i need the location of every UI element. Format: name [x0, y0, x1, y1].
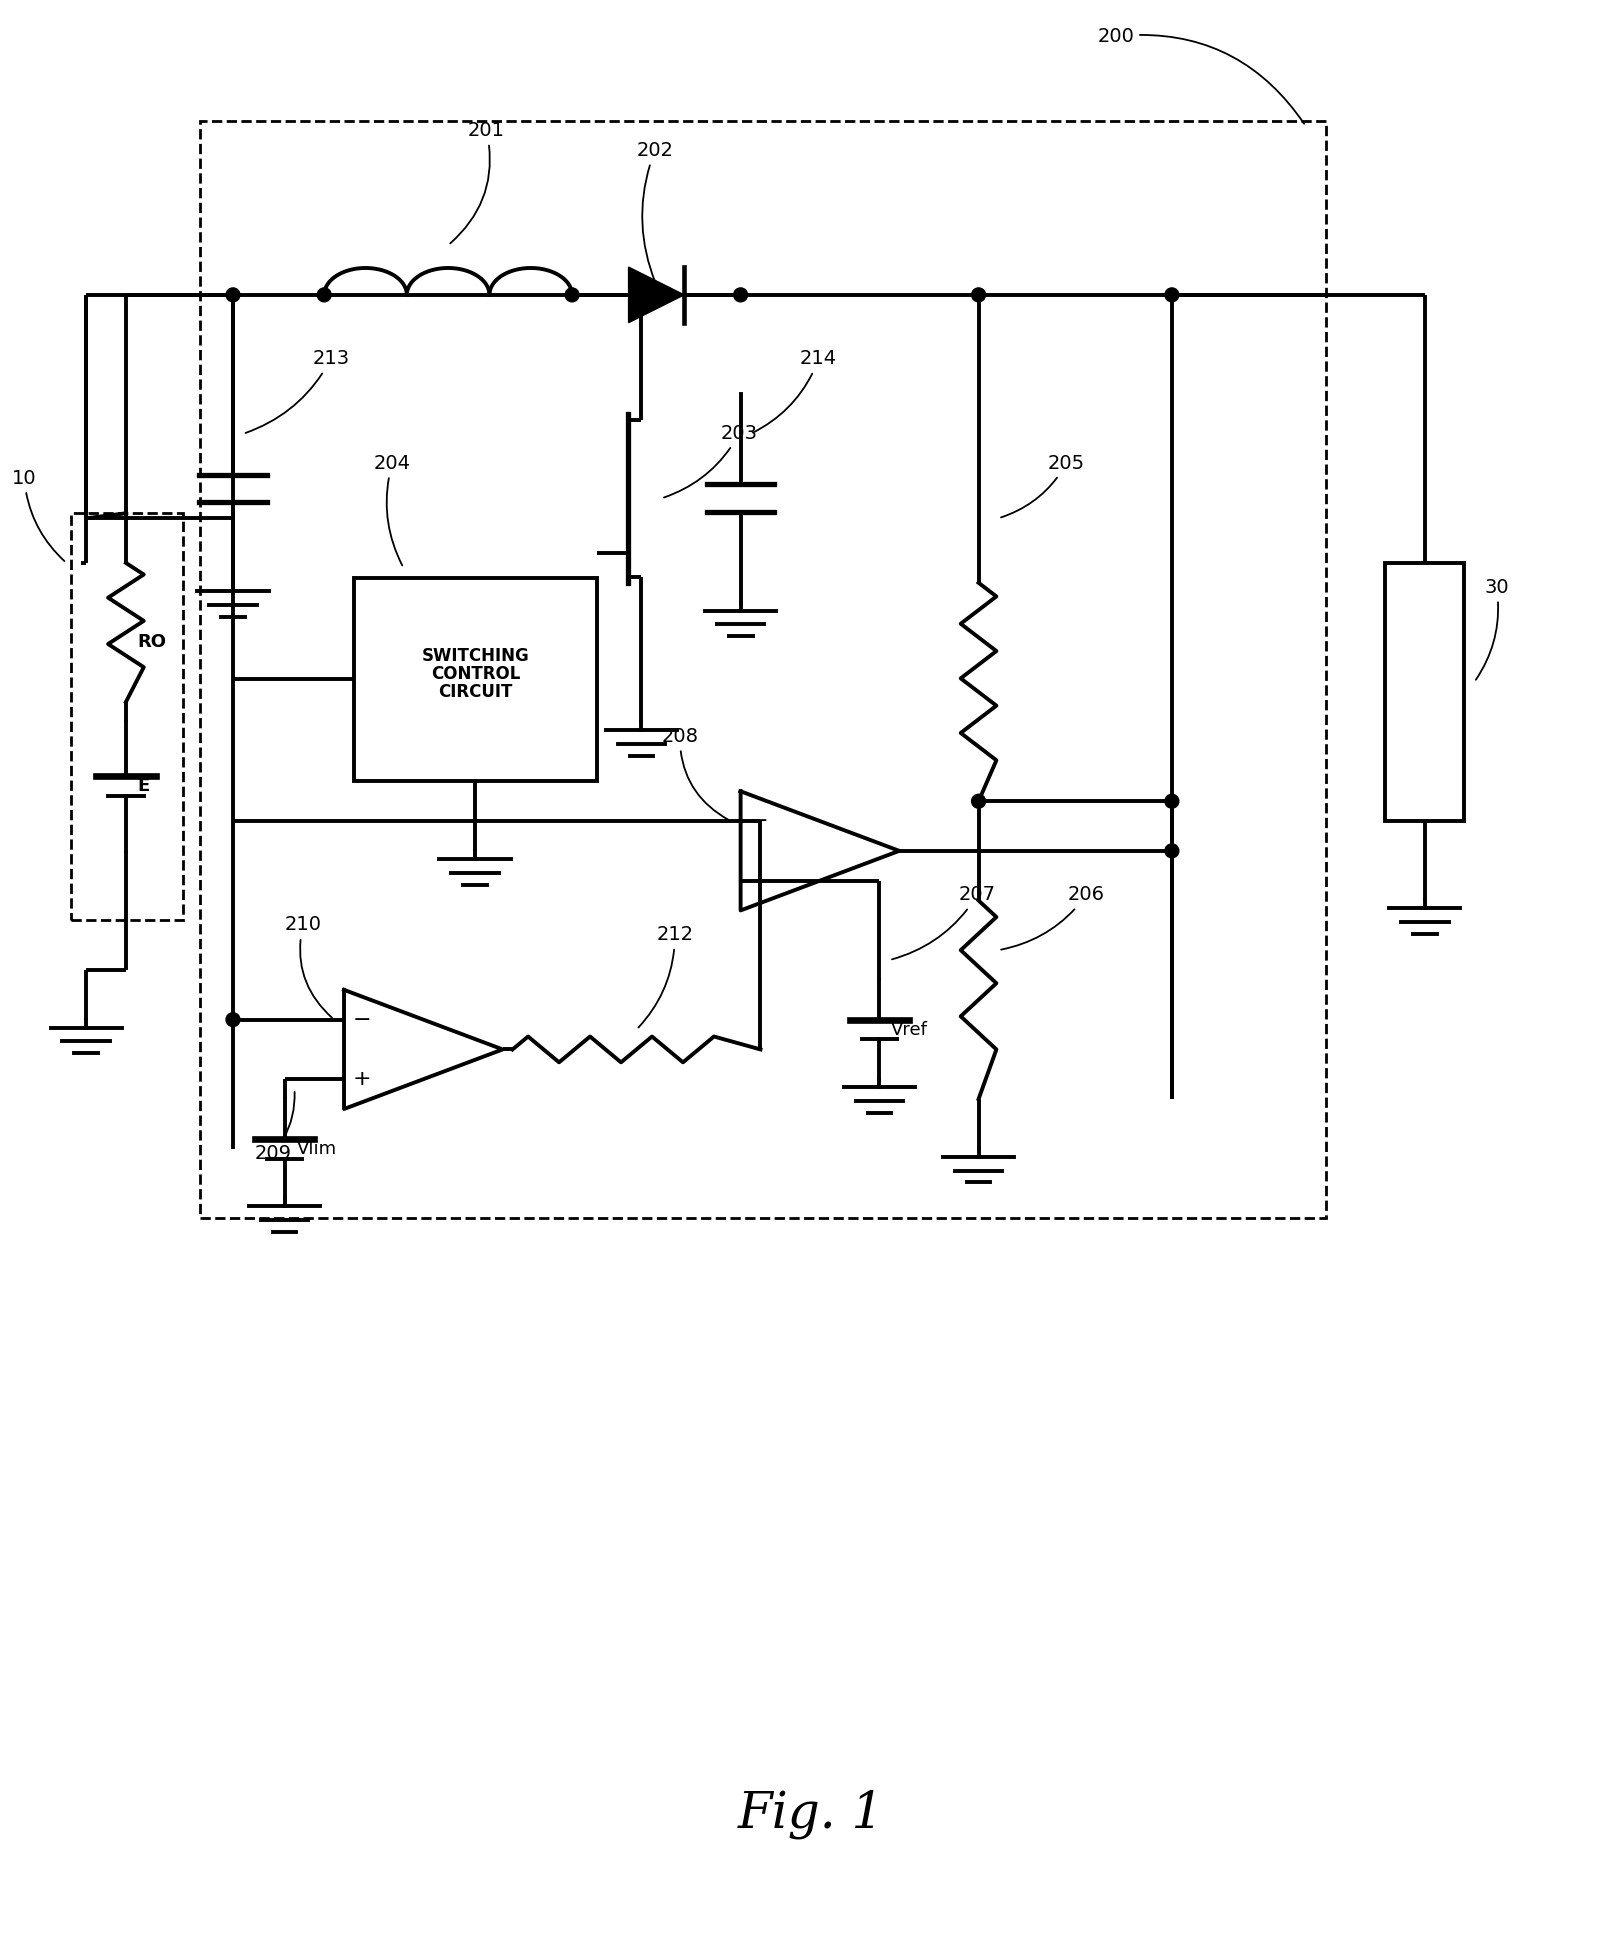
Text: 30: 30 [1475, 578, 1509, 681]
Text: 204: 204 [373, 454, 411, 566]
Text: +: + [750, 871, 768, 890]
Text: SWITCHING: SWITCHING [422, 648, 529, 665]
Text: 212: 212 [638, 925, 693, 1028]
Text: 203: 203 [664, 425, 758, 498]
Text: Fig. 1: Fig. 1 [738, 1790, 885, 1838]
Text: 208: 208 [661, 727, 729, 820]
Polygon shape [628, 268, 685, 322]
Text: +: + [352, 1068, 372, 1090]
Circle shape [972, 795, 985, 809]
Text: 214: 214 [753, 349, 837, 432]
Circle shape [1165, 843, 1178, 857]
Text: 205: 205 [1001, 454, 1086, 518]
Text: 213: 213 [245, 349, 349, 432]
Circle shape [316, 287, 331, 302]
Bar [71, 514, 183, 921]
Text: 10: 10 [11, 469, 65, 560]
Text: 207: 207 [893, 886, 997, 960]
Text: E: E [138, 778, 149, 795]
Text: CONTROL: CONTROL [430, 665, 519, 683]
Text: 206: 206 [1001, 886, 1105, 950]
Circle shape [226, 287, 240, 302]
Bar [200, 120, 1326, 1218]
Text: Vref: Vref [891, 1020, 928, 1039]
Text: 209: 209 [255, 1092, 295, 1163]
Text: Vlim: Vlim [297, 1140, 336, 1158]
Text: 210: 210 [284, 915, 333, 1018]
Text: −: − [352, 1010, 372, 1030]
Text: 200: 200 [1097, 27, 1305, 124]
Circle shape [734, 287, 748, 302]
Circle shape [1165, 287, 1178, 302]
Circle shape [565, 287, 579, 302]
Text: 202: 202 [636, 142, 674, 283]
Text: CIRCUIT: CIRCUIT [438, 683, 513, 700]
Circle shape [226, 1012, 240, 1026]
Text: −: − [750, 811, 768, 832]
Text: 201: 201 [450, 120, 505, 244]
Circle shape [1165, 795, 1178, 809]
Bar [354, 578, 597, 781]
Circle shape [972, 287, 985, 302]
Bar [1384, 562, 1464, 820]
Text: RO: RO [138, 634, 167, 652]
